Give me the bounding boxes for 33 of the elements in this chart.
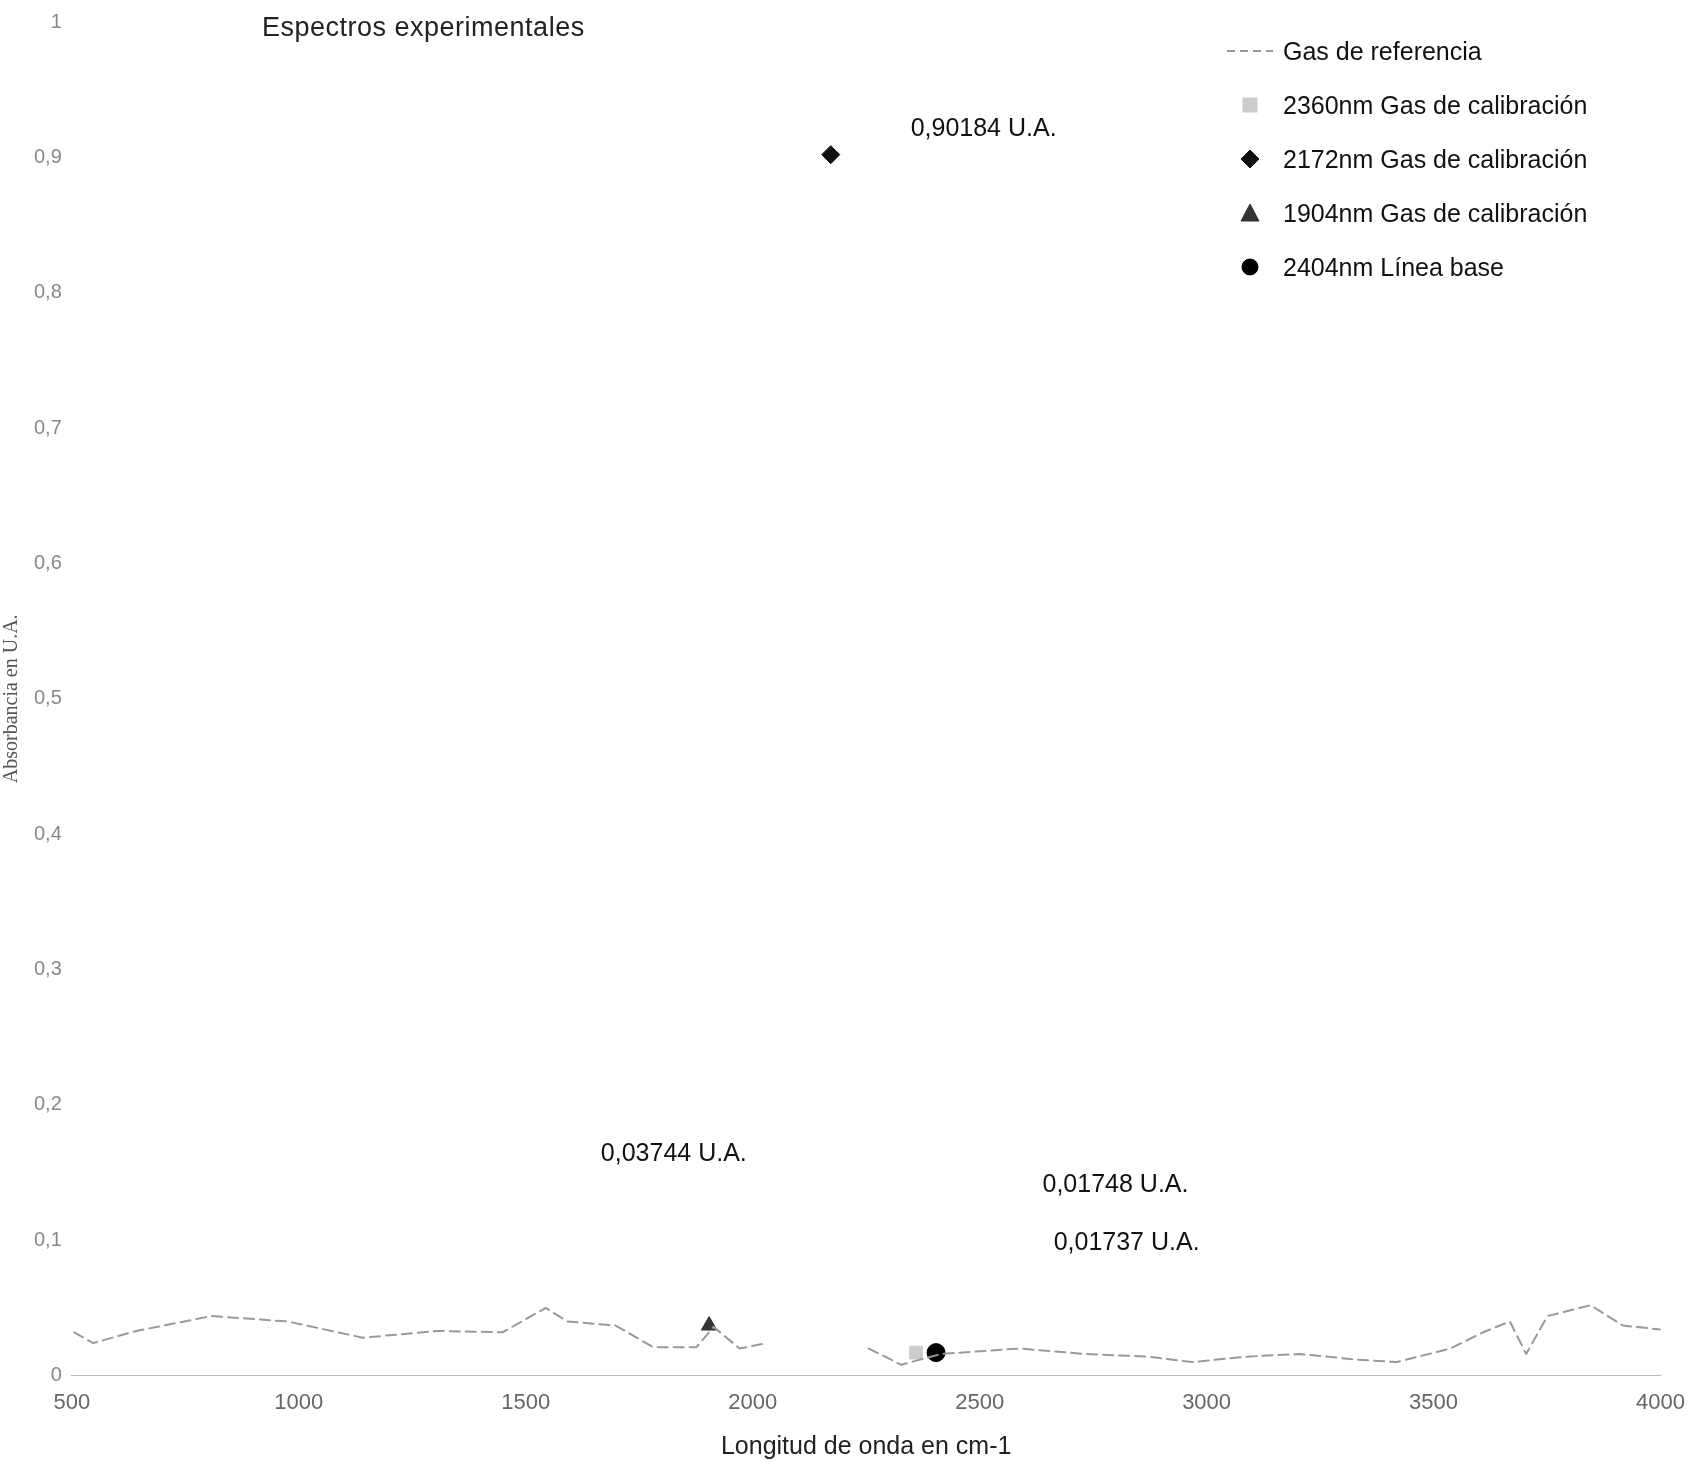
y-tick-label: 0,3 (33, 957, 62, 980)
legend-label: 1904nm Gas de calibración (1283, 198, 1588, 228)
x-tick-label: 500 (53, 1388, 91, 1414)
annotation: 0,03744 U.A. (600, 1137, 747, 1166)
legend-label: Gas de referencia (1283, 36, 1482, 66)
y-tick-label: 0,8 (33, 280, 62, 303)
annotation: 0,01737 U.A. (1053, 1226, 1200, 1255)
x-tick-label: 4000 (1636, 1388, 1686, 1414)
x-tick-label: 2000 (728, 1388, 778, 1414)
legend-label: 2172nm Gas de calibración (1283, 144, 1588, 174)
x-tick-label: 3000 (1182, 1388, 1232, 1414)
chart-title: Espectros experimentales (262, 12, 585, 43)
y-tick-label: 0,2 (33, 1092, 62, 1115)
y-tick-label: 0 (50, 1363, 62, 1386)
x-tick-label: 1000 (274, 1388, 324, 1414)
y-tick-label: 0,9 (33, 144, 62, 167)
y-tick-label: 0,1 (33, 1227, 62, 1250)
y-tick-label: 0,7 (33, 415, 62, 438)
annotation: 0,90184 U.A. (910, 112, 1057, 141)
y-axis-title: Absorbancia en U.A. (0, 614, 22, 784)
y-tick-label: 0,5 (33, 686, 62, 709)
x-tick-label: 1500 (501, 1388, 551, 1414)
y-tick-label: 0,4 (33, 821, 62, 844)
legend-label: 2404nm Línea base (1283, 252, 1505, 282)
point (909, 1345, 923, 1360)
x-tick-label: 2500 (955, 1388, 1005, 1414)
y-tick-label: 1 (50, 9, 62, 32)
point (821, 145, 841, 165)
x-tick-label: 3500 (1409, 1388, 1459, 1414)
y-tick-label: 0,6 (33, 550, 62, 573)
legend-label: 2360nm Gas de calibración (1283, 90, 1588, 120)
x-axis-title: Longitud de onda en cm-1 (720, 1430, 1012, 1459)
annotation: 0,01748 U.A. (1042, 1168, 1189, 1197)
